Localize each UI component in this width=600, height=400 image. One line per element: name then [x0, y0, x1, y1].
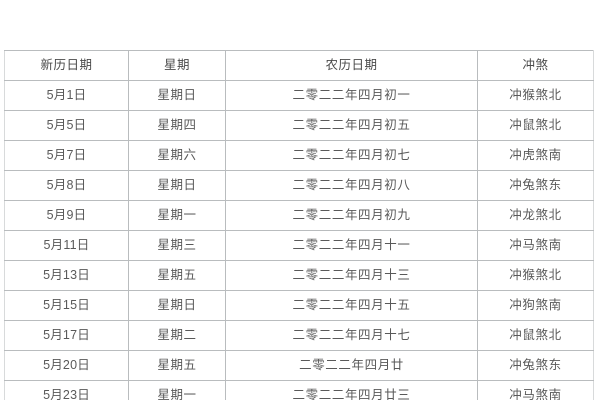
cell-weekday: 星期一 — [128, 380, 226, 400]
cell-solar-date: 5月7日 — [4, 140, 129, 171]
table-row: 5月15日 星期日 二零二二年四月十五 冲狗煞南 — [4, 290, 594, 321]
cell-chongsha: 冲兔煞东 — [477, 170, 594, 201]
cell-solar-date: 5月23日 — [4, 380, 129, 400]
table-row: 5月7日 星期六 二零二二年四月初七 冲虎煞南 — [4, 140, 594, 171]
calendar-table-container: 新历日期 星期 农历日期 冲煞 5月1日 星期日 二零二二年四月初一 冲猴煞北 5月5日… — [4, 50, 594, 400]
cell-solar-date: 5月20日 — [4, 350, 129, 381]
cell-lunar-date: 二零二二年四月初七 — [225, 140, 478, 171]
cell-chongsha: 冲鼠煞北 — [477, 320, 594, 351]
table-row: 5月1日 星期日 二零二二年四月初一 冲猴煞北 — [4, 80, 594, 111]
column-header-week: 星期 — [128, 50, 226, 81]
cell-chongsha: 冲马煞南 — [477, 380, 594, 400]
cell-weekday: 星期日 — [128, 290, 226, 321]
table-row: 5月5日 星期四 二零二二年四月初五 冲鼠煞北 — [4, 110, 594, 141]
cell-lunar-date: 二零二二年四月十七 — [225, 320, 478, 351]
cell-chongsha: 冲猴煞北 — [477, 80, 594, 111]
table-header: 新历日期 星期 农历日期 冲煞 — [4, 50, 594, 81]
cell-lunar-date: 二零二二年四月廿 — [225, 350, 478, 381]
cell-chongsha: 冲龙煞北 — [477, 200, 594, 231]
table-row: 5月23日 星期一 二零二二年四月廿三 冲马煞南 — [4, 380, 594, 400]
cell-solar-date: 5月9日 — [4, 200, 129, 231]
cell-chongsha: 冲虎煞南 — [477, 140, 594, 171]
cell-lunar-date: 二零二二年四月初五 — [225, 110, 478, 141]
calendar-table: 新历日期 星期 农历日期 冲煞 5月1日 星期日 二零二二年四月初一 冲猴煞北 5月5日… — [4, 50, 594, 400]
table-row: 5月20日 星期五 二零二二年四月廿 冲兔煞东 — [4, 350, 594, 381]
cell-solar-date: 5月15日 — [4, 290, 129, 321]
cell-weekday: 星期一 — [128, 200, 226, 231]
cell-weekday: 星期六 — [128, 140, 226, 171]
cell-lunar-date: 二零二二年四月初一 — [225, 80, 478, 111]
cell-chongsha: 冲鼠煞北 — [477, 110, 594, 141]
cell-weekday: 星期日 — [128, 170, 226, 201]
table-row: 5月13日 星期五 二零二二年四月十三 冲猴煞北 — [4, 260, 594, 291]
cell-lunar-date: 二零二二年四月十一 — [225, 230, 478, 261]
column-header-lunar: 农历日期 — [225, 50, 478, 81]
column-header-date: 新历日期 — [4, 50, 129, 81]
table-row: 5月11日 星期三 二零二二年四月十一 冲马煞南 — [4, 230, 594, 261]
cell-weekday: 星期五 — [128, 260, 226, 291]
cell-weekday: 星期日 — [128, 80, 226, 111]
cell-lunar-date: 二零二二年四月十三 — [225, 260, 478, 291]
cell-solar-date: 5月17日 — [4, 320, 129, 351]
table-body: 5月1日 星期日 二零二二年四月初一 冲猴煞北 5月5日 星期四 二零二二年四月初五 冲鼠煞北… — [4, 80, 594, 400]
cell-lunar-date: 二零二二年四月十五 — [225, 290, 478, 321]
cell-weekday: 星期四 — [128, 110, 226, 141]
table-row: 5月17日 星期二 二零二二年四月十七 冲鼠煞北 — [4, 320, 594, 351]
cell-lunar-date: 二零二二年四月初八 — [225, 170, 478, 201]
column-header-chong: 冲煞 — [477, 50, 594, 81]
cell-solar-date: 5月11日 — [4, 230, 129, 261]
cell-weekday: 星期五 — [128, 350, 226, 381]
cell-solar-date: 5月8日 — [4, 170, 129, 201]
cell-chongsha: 冲猴煞北 — [477, 260, 594, 291]
table-header-row: 新历日期 星期 农历日期 冲煞 — [4, 50, 594, 81]
cell-lunar-date: 二零二二年四月廿三 — [225, 380, 478, 400]
cell-chongsha: 冲马煞南 — [477, 230, 594, 261]
cell-weekday: 星期二 — [128, 320, 226, 351]
table-row: 5月8日 星期日 二零二二年四月初八 冲兔煞东 — [4, 170, 594, 201]
table-row: 5月9日 星期一 二零二二年四月初九 冲龙煞北 — [4, 200, 594, 231]
cell-weekday: 星期三 — [128, 230, 226, 261]
cell-solar-date: 5月5日 — [4, 110, 129, 141]
cell-lunar-date: 二零二二年四月初九 — [225, 200, 478, 231]
cell-chongsha: 冲兔煞东 — [477, 350, 594, 381]
cell-solar-date: 5月13日 — [4, 260, 129, 291]
cell-solar-date: 5月1日 — [4, 80, 129, 111]
cell-chongsha: 冲狗煞南 — [477, 290, 594, 321]
